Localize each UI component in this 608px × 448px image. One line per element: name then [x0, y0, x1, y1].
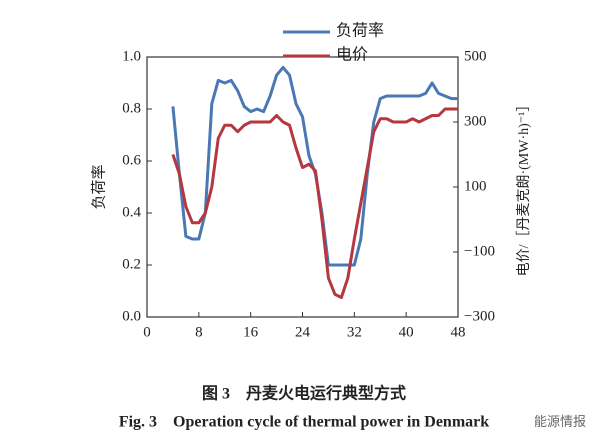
legend-label: 负荷率	[336, 22, 384, 40]
caption-en: Fig. 3 Operation cycle of thermal power …	[119, 414, 489, 431]
y2-tick-label: 300	[464, 113, 487, 129]
y-tick-label: 0.8	[122, 100, 141, 116]
y-tick-label: 0.0	[122, 308, 141, 324]
caption-cn: 图 3 丹麦火电运行典型方式	[202, 384, 406, 403]
x-tick-label: 16	[243, 324, 259, 340]
x-tick-label: 32	[347, 324, 362, 340]
y2-tick-label: −100	[464, 243, 495, 259]
y-tick-label: 1.0	[122, 48, 141, 64]
x-tick-label: 0	[143, 324, 151, 340]
x-tick-label: 40	[399, 324, 414, 340]
y-tick-label: 0.2	[122, 256, 141, 272]
series-line	[171, 107, 458, 299]
x-tick-label: 24	[295, 324, 311, 340]
y2-tick-label: 100	[464, 178, 487, 194]
y-tick-label: 0.6	[122, 152, 141, 168]
x-tick-label: 48	[451, 324, 466, 340]
watermark: 能源情报	[534, 414, 586, 429]
y2-tick-label: 500	[464, 48, 487, 64]
y-axis-label: 负荷率	[90, 164, 107, 209]
x-tick-label: 8	[195, 324, 203, 340]
legend-label: 电价	[336, 46, 368, 64]
y-tick-label: 0.4	[122, 204, 141, 220]
y2-axis-label: 电价/［丹麦克朗·(MW·h)⁻¹］	[516, 98, 532, 277]
y2-tick-label: −300	[464, 308, 495, 324]
